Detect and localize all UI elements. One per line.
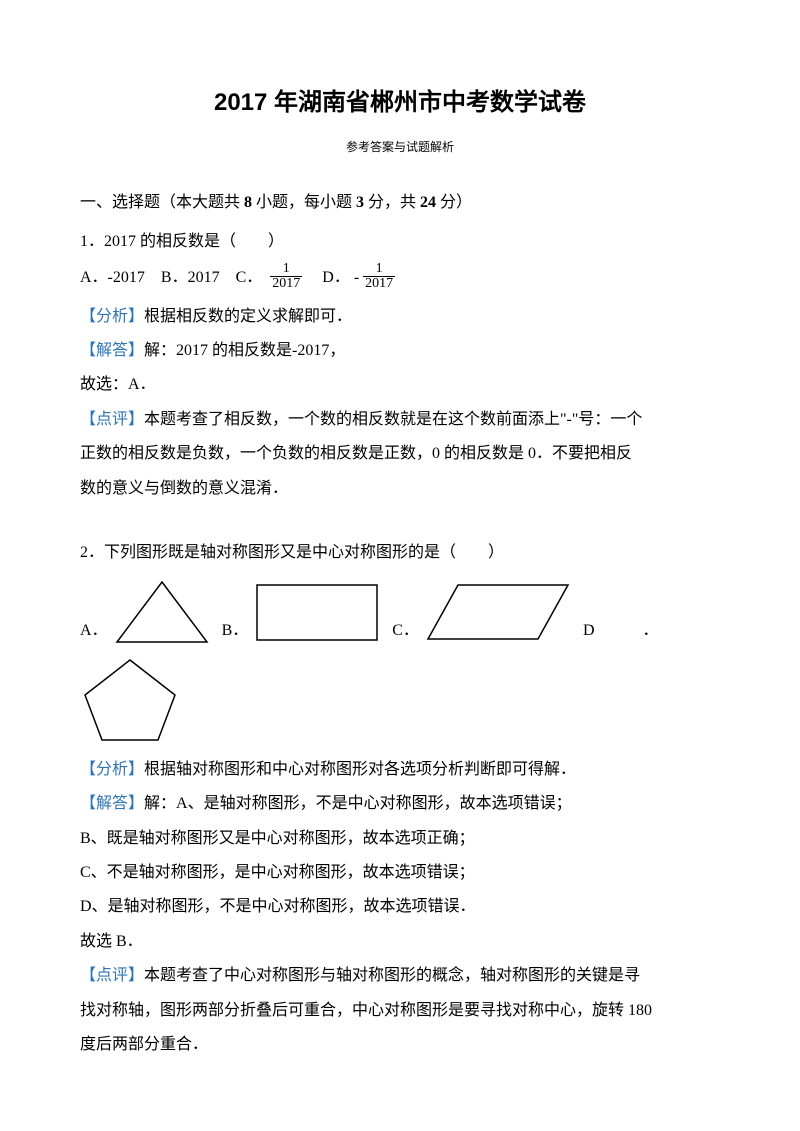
q2-solve: 【解答】解：A、是轴对称图形，不是中心对称图形，故本选项错误； [80,789,720,819]
analysis-text: 根据轴对称图形和中心对称图形对各选项分析判断即可得解． [144,761,576,778]
section-count: 8 [244,194,252,211]
q1-solve: 【解答】解：2017 的相反数是-2017， [80,336,720,366]
section-header: 一、选择题（本大题共 8 小题，每小题 3 分，共 24 分） [80,188,720,218]
triangle-icon [112,577,212,647]
fraction-c: 1 2017 [270,262,302,291]
section-per: 3 [356,194,364,211]
fraction-d: 1 2017 [363,262,395,291]
q1-text: 1．2017 的相反数是（ ） [80,227,720,257]
comment-text: 本题考查了相反数，一个数的相反数就是在这个数前面添上"-"号：一个 [144,411,642,428]
q1-comment2: 正数的相反数是负数，一个负数的相反数是正数，0 的相反数是 0．不要把相反 [80,439,720,469]
doc-subtitle: 参考答案与试题解析 [80,136,720,159]
frac-den: 2017 [270,277,302,291]
frac-num: 1 [270,262,302,277]
analysis-label: 【分析】 [80,761,144,778]
q1-comment1: 【点评】本题考查了相反数，一个数的相反数就是在这个数前面添上"-"号：一个 [80,405,720,435]
comment-text: 本题考查了中心对称图形与轴对称图形的概念，轴对称图形的关键是寻 [144,967,640,984]
solve-text: 解：2017 的相反数是-2017， [144,342,345,359]
pentagon-icon [80,655,180,745]
shape-a: A． [80,577,212,647]
q1-analysis: 【分析】根据相反数的定义求解即可． [80,302,720,332]
q2-comment2: 找对称轴，图形两部分折叠后可重合，中心对称图形是要寻找对称中心，旋转 180 [80,996,720,1026]
q1-conclude: 故选：A． [80,370,720,400]
q2-label-d: D ． [583,616,659,646]
q2-conclude: 故选 B． [80,927,720,957]
q1-options: A．-2017 B．2017 C． 1 2017 D． - 1 2017 [80,263,720,294]
neg-sign: - [354,269,359,286]
page: 2017 年湖南省郴州市中考数学试卷 参考答案与试题解析 一、选择题（本大题共 … [0,0,800,1131]
q2-label-c: C． [392,616,419,646]
q2-line-b: B、既是轴对称图形又是中心对称图形，故本选项正确； [80,824,720,854]
section-text: 小题，每小题 [252,194,356,211]
q2-line-d: D、是轴对称图形，不是中心对称图形，故本选项错误． [80,892,720,922]
q1-opt-b: B．2017 [161,263,220,293]
q2-label-b: B． [222,616,249,646]
section-text: 分） [436,194,472,211]
analysis-text: 根据相反数的定义求解即可． [144,308,352,325]
solve-text: 解：A、是轴对称图形，不是中心对称图形，故本选项错误； [144,795,572,812]
shape-d-label: D ． [583,616,663,646]
solve-label: 【解答】 [80,342,144,359]
section-text: 一、选择题（本大题共 [80,194,244,211]
shape-b: B． [222,577,383,647]
q2-comment1: 【点评】本题考查了中心对称图形与轴对称图形的概念，轴对称图形的关键是寻 [80,961,720,991]
shape-d [80,655,720,745]
q1-comment3: 数的意义与倒数的意义混淆． [80,474,720,504]
comment-label: 【点评】 [80,967,144,984]
analysis-label: 【分析】 [80,308,144,325]
shape-c: C． [392,577,573,647]
q2-label-a: A． [80,616,108,646]
doc-title: 2017 年湖南省郴州市中考数学试卷 [80,80,720,126]
q1-opt-c: C． [236,263,263,293]
section-total: 24 [420,194,436,211]
q2-comment3: 度后两部分重合． [80,1030,720,1060]
section-text: 分，共 [364,194,420,211]
q2-shapes: A． B． C． D ． [80,577,720,647]
q2-line-c: C、不是轴对称图形，是中心对称图形，故本选项错误； [80,858,720,888]
q1-opt-a: A．-2017 [80,263,145,293]
parallelogram-icon [423,577,573,647]
comment-label: 【点评】 [80,411,144,428]
q2-text: 2．下列图形既是轴对称图形又是中心对称图形的是（ ） [80,538,720,568]
frac-den: 2017 [363,277,395,291]
q1-opt-d: D． [322,263,350,293]
solve-label: 【解答】 [80,795,144,812]
frac-num: 1 [363,262,395,277]
rectangle-icon [252,577,382,647]
q2-analysis: 【分析】根据轴对称图形和中心对称图形对各选项分析判断即可得解． [80,755,720,785]
